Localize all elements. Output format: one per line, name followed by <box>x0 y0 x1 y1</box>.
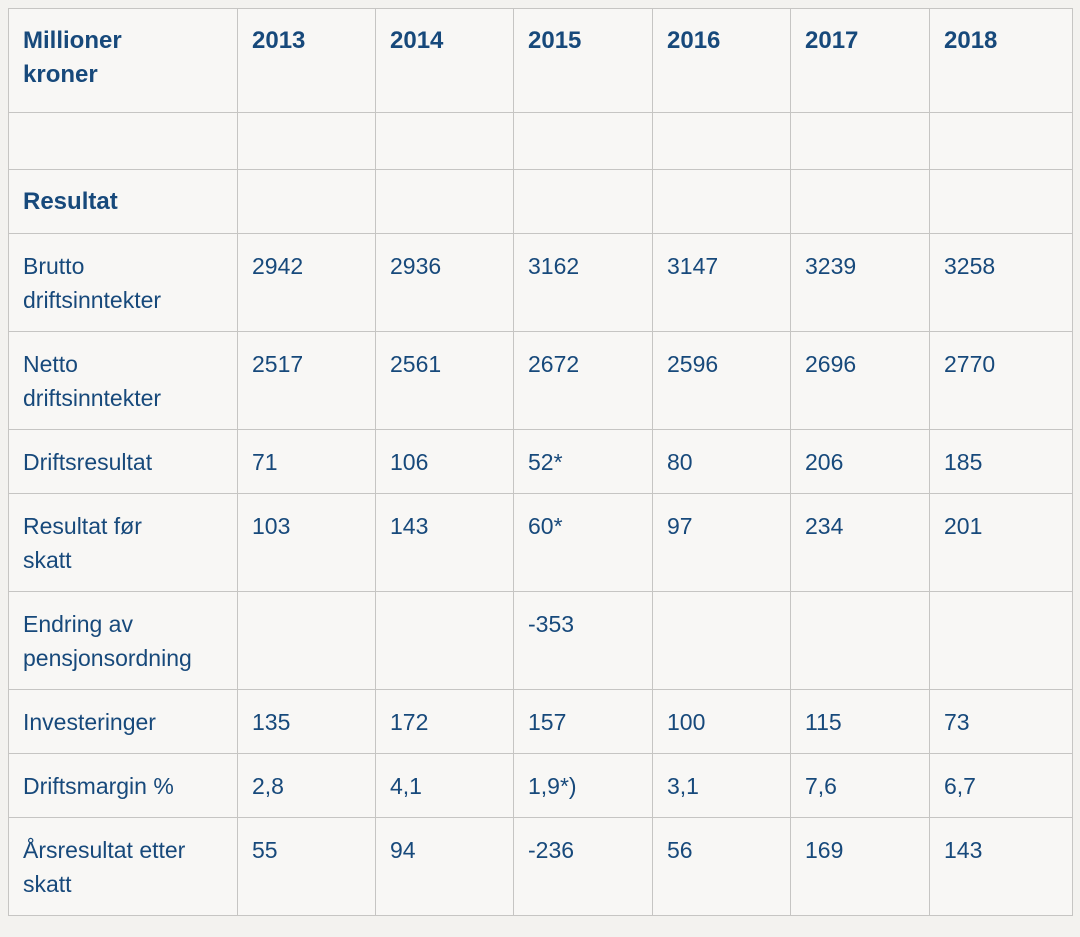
cell-value <box>513 112 653 170</box>
row-label: Endring av pensjonsordning <box>8 591 238 690</box>
header-cell-year: 2018 <box>929 8 1073 113</box>
cell-value: 135 <box>237 689 376 754</box>
cell-value <box>652 112 791 170</box>
cell-value: 97 <box>652 493 791 592</box>
cell-value <box>237 169 376 234</box>
cell-value: 3258 <box>929 233 1073 332</box>
row-label: Driftsresultat <box>8 429 238 494</box>
header-cell-year: 2016 <box>652 8 791 113</box>
cell-value: 55 <box>237 817 376 916</box>
cell-value: 2517 <box>237 331 376 430</box>
cell-value: 3,1 <box>652 753 791 818</box>
cell-value: 3162 <box>513 233 653 332</box>
cell-value: 71 <box>237 429 376 494</box>
cell-value: 2696 <box>790 331 930 430</box>
cell-value <box>929 169 1073 234</box>
header-row: Millioner kroner 2013 2014 2015 2016 2017 201… <box>8 8 1073 113</box>
table-row: Resultat <box>8 169 1073 234</box>
cell-value: 1,9*) <box>513 753 653 818</box>
cell-value: 115 <box>790 689 930 754</box>
table-row: Årsresultat etter skatt 55 94 -236 56 169 143 <box>8 817 1073 916</box>
cell-value: 4,1 <box>375 753 514 818</box>
cell-value <box>929 112 1073 170</box>
cell-value <box>790 112 930 170</box>
cell-value <box>237 112 376 170</box>
table-row: Driftsmargin % 2,8 4,1 1,9*) 3,1 7,6 6,7 <box>8 753 1073 818</box>
cell-value: 201 <box>929 493 1073 592</box>
cell-value <box>375 169 514 234</box>
cell-value: 143 <box>929 817 1073 916</box>
cell-value: -236 <box>513 817 653 916</box>
header-corner-label: Millioner kroner <box>8 8 238 113</box>
cell-value: 2596 <box>652 331 791 430</box>
cell-value <box>652 169 791 234</box>
header-cell-year: 2014 <box>375 8 514 113</box>
row-label: Resultat før skatt <box>8 493 238 592</box>
cell-value: 73 <box>929 689 1073 754</box>
cell-value <box>652 591 791 690</box>
row-label: Investeringer <box>8 689 238 754</box>
table-row: Investeringer 135 172 157 100 115 73 <box>8 689 1073 754</box>
header-cell-year: 2017 <box>790 8 930 113</box>
cell-value: -353 <box>513 591 653 690</box>
row-label: Driftsmargin % <box>8 753 238 818</box>
cell-value: 106 <box>375 429 514 494</box>
row-label: Netto driftsinntekter <box>8 331 238 430</box>
cell-value <box>790 169 930 234</box>
cell-value: 2936 <box>375 233 514 332</box>
header-cell-year: 2015 <box>513 8 653 113</box>
financial-results-table: Millioner kroner 2013 2014 2015 2016 2017 201… <box>8 8 1073 916</box>
cell-value <box>375 112 514 170</box>
cell-value: 143 <box>375 493 514 592</box>
table-header: Millioner kroner 2013 2014 2015 2016 2017 201… <box>8 8 1073 113</box>
cell-value: 6,7 <box>929 753 1073 818</box>
cell-value: 206 <box>790 429 930 494</box>
table-row: Endring av pensjonsordning -353 <box>8 591 1073 690</box>
cell-value: 94 <box>375 817 514 916</box>
cell-value: 7,6 <box>790 753 930 818</box>
cell-value: 3239 <box>790 233 930 332</box>
cell-value: 56 <box>652 817 791 916</box>
cell-value <box>375 591 514 690</box>
header-cell-year: 2013 <box>237 8 376 113</box>
row-label <box>8 112 238 170</box>
cell-value <box>929 591 1073 690</box>
table-row: Resultat før skatt 103 143 60* 97 234 201 <box>8 493 1073 592</box>
table-row: Driftsresultat 71 106 52* 80 206 185 <box>8 429 1073 494</box>
table-row: Netto driftsinntekter 2517 2561 2672 2596 269… <box>8 331 1073 430</box>
cell-value: 103 <box>237 493 376 592</box>
cell-value <box>790 591 930 690</box>
cell-value: 60* <box>513 493 653 592</box>
cell-value: 157 <box>513 689 653 754</box>
cell-value: 80 <box>652 429 791 494</box>
cell-value: 2,8 <box>237 753 376 818</box>
cell-value: 234 <box>790 493 930 592</box>
cell-value: 2561 <box>375 331 514 430</box>
cell-value <box>513 169 653 234</box>
row-label: Brutto driftsinntekter <box>8 233 238 332</box>
row-label: Resultat <box>8 169 238 234</box>
cell-value: 2770 <box>929 331 1073 430</box>
cell-value <box>237 591 376 690</box>
table-body: Resultat Brutto driftsinntekter 2942 2936 31… <box>8 112 1073 916</box>
table-row: Brutto driftsinntekter 2942 2936 3162 3147 32… <box>8 233 1073 332</box>
cell-value: 185 <box>929 429 1073 494</box>
cell-value: 169 <box>790 817 930 916</box>
table-row <box>8 112 1073 170</box>
cell-value: 172 <box>375 689 514 754</box>
row-label: Årsresultat etter skatt <box>8 817 238 916</box>
cell-value: 2672 <box>513 331 653 430</box>
cell-value: 52* <box>513 429 653 494</box>
cell-value: 2942 <box>237 233 376 332</box>
cell-value: 100 <box>652 689 791 754</box>
cell-value: 3147 <box>652 233 791 332</box>
